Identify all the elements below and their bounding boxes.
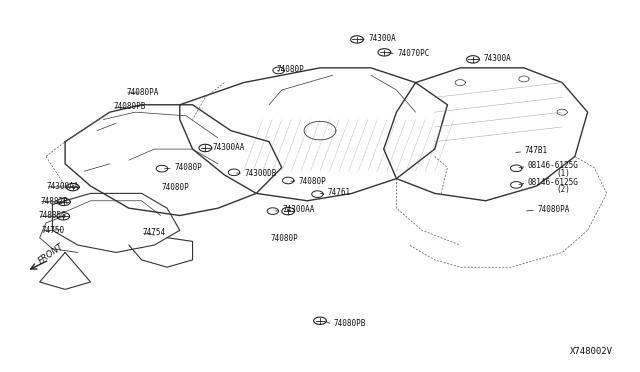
Text: FRONT: FRONT bbox=[36, 241, 65, 265]
Text: 74882R: 74882R bbox=[40, 197, 68, 206]
Text: 74080PB: 74080PB bbox=[113, 103, 146, 112]
Text: 74300A: 74300A bbox=[369, 34, 396, 43]
Text: 74080PB: 74080PB bbox=[333, 319, 365, 328]
Text: 74080P: 74080P bbox=[270, 234, 298, 243]
Text: 74885G: 74885G bbox=[39, 211, 67, 220]
Text: 74080P: 74080P bbox=[276, 65, 305, 74]
Text: 74761: 74761 bbox=[327, 188, 350, 197]
Text: 74080PA: 74080PA bbox=[126, 88, 159, 97]
Text: 74300AA: 74300AA bbox=[213, 143, 245, 152]
Text: 74080P: 74080P bbox=[299, 177, 327, 186]
Text: 74080P: 74080P bbox=[174, 163, 202, 172]
Text: (2): (2) bbox=[556, 185, 570, 194]
Text: (1): (1) bbox=[556, 169, 570, 177]
Text: X748002V: X748002V bbox=[570, 347, 613, 356]
Text: 74300A: 74300A bbox=[483, 54, 511, 63]
Text: 74754: 74754 bbox=[142, 228, 165, 237]
Text: 74300DB: 74300DB bbox=[245, 169, 277, 178]
Text: 74300AA: 74300AA bbox=[47, 182, 79, 191]
Text: 74750: 74750 bbox=[42, 226, 65, 235]
Text: 74080P: 74080P bbox=[162, 183, 189, 192]
Text: 74300AA: 74300AA bbox=[282, 205, 315, 215]
Text: 08146-6125G: 08146-6125G bbox=[528, 161, 579, 170]
Text: 08146-6125G: 08146-6125G bbox=[528, 178, 579, 187]
Text: 74080PA: 74080PA bbox=[538, 205, 570, 214]
Text: 74070PC: 74070PC bbox=[397, 49, 430, 58]
Text: 747B1: 747B1 bbox=[525, 147, 548, 155]
